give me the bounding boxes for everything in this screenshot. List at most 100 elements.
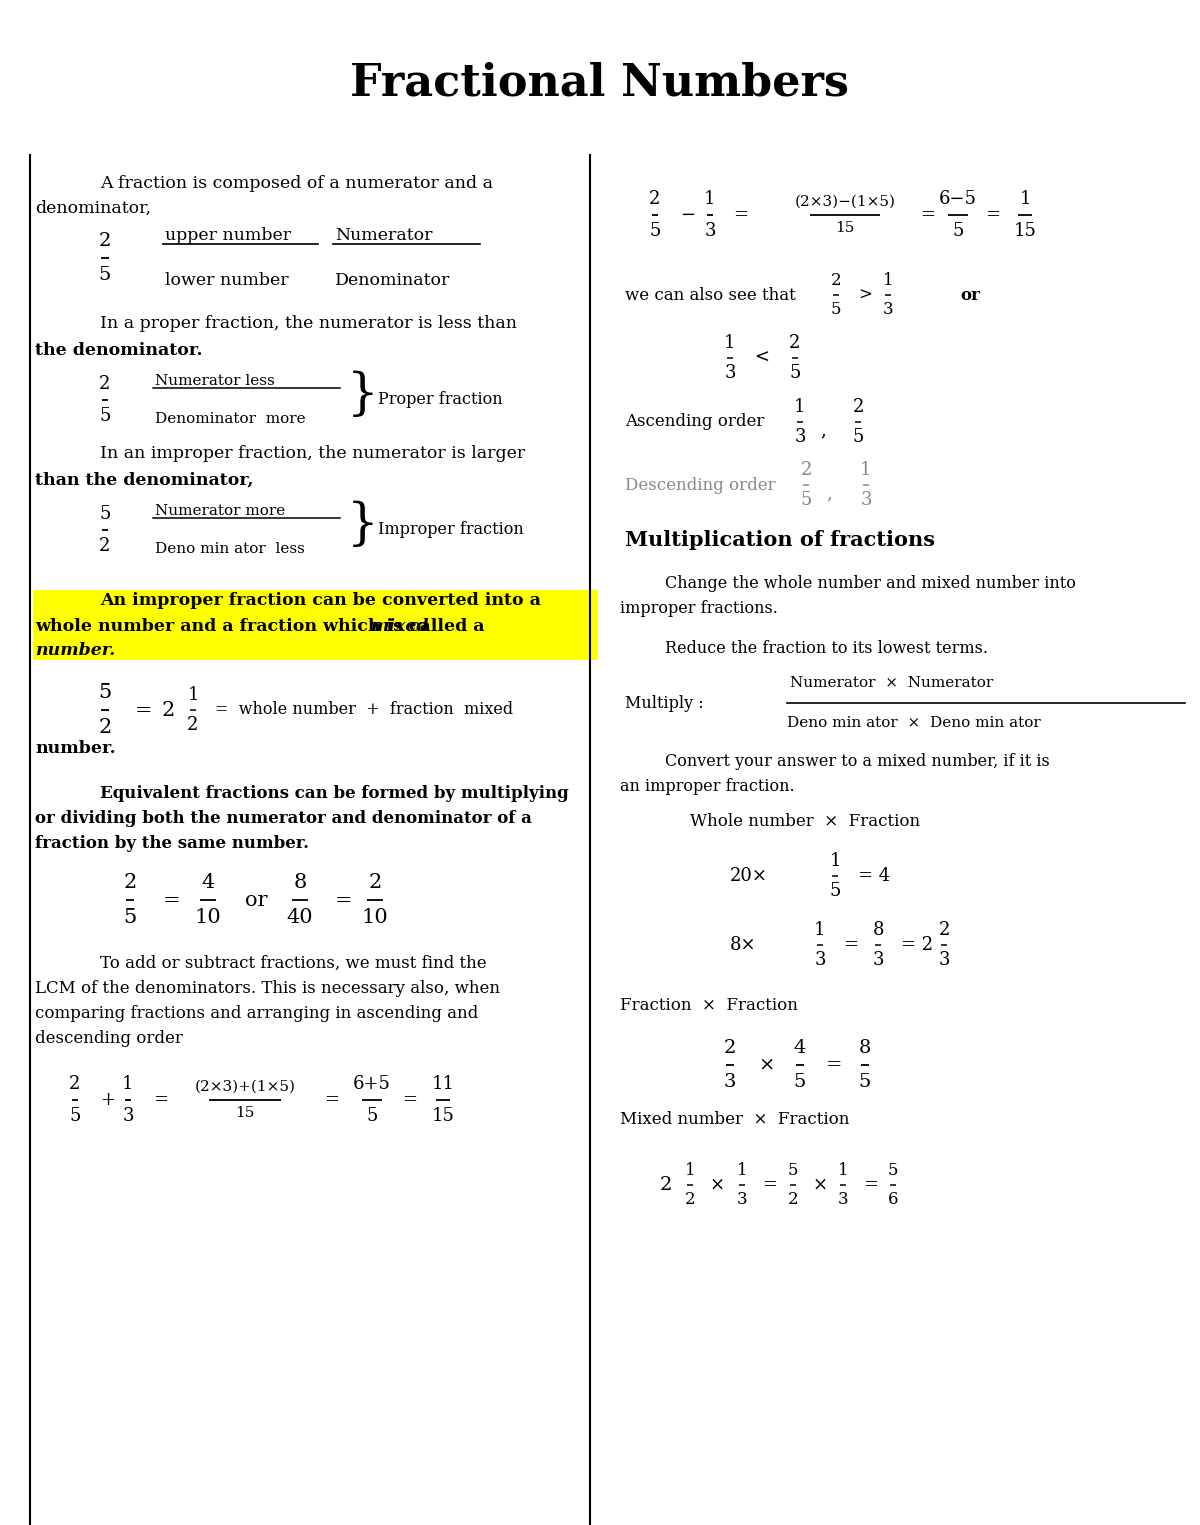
Text: 2: 2 <box>800 461 811 479</box>
Text: whole number and a fraction which is called a: whole number and a fraction which is cal… <box>35 618 491 634</box>
Text: 1: 1 <box>815 921 826 939</box>
Text: A fraction is composed of a numerator and a: A fraction is composed of a numerator an… <box>100 175 493 192</box>
Text: 2: 2 <box>100 537 110 555</box>
Text: 2: 2 <box>98 718 112 737</box>
Text: comparing fractions and arranging in ascending and: comparing fractions and arranging in asc… <box>35 1005 479 1022</box>
Text: 5: 5 <box>100 407 110 425</box>
Text: 1: 1 <box>1019 189 1031 207</box>
Text: Numerator more: Numerator more <box>155 503 286 518</box>
Text: 5: 5 <box>830 300 841 317</box>
Text: =: = <box>154 1090 168 1109</box>
Text: or dividing both the numerator and denominator of a: or dividing both the numerator and denom… <box>35 810 532 827</box>
Text: 15: 15 <box>432 1107 455 1125</box>
Text: 3: 3 <box>815 952 826 970</box>
Text: 1: 1 <box>704 189 715 207</box>
Text: 5: 5 <box>852 429 864 447</box>
Text: 2: 2 <box>852 398 864 416</box>
Text: 2: 2 <box>938 921 949 939</box>
Text: 2: 2 <box>124 872 137 892</box>
Text: =: = <box>163 891 181 909</box>
Text: 2: 2 <box>790 334 800 352</box>
Text: 2: 2 <box>660 1176 672 1194</box>
Text: 5: 5 <box>829 883 841 900</box>
Text: = 4: = 4 <box>858 868 890 884</box>
Text: Deno min ator  less: Deno min ator less <box>155 541 305 557</box>
Text: 1: 1 <box>860 461 871 479</box>
Text: 1: 1 <box>685 1162 695 1179</box>
Text: upper number: upper number <box>166 227 292 244</box>
Text: 5: 5 <box>800 491 811 509</box>
Text: 15: 15 <box>235 1106 254 1119</box>
Text: 1: 1 <box>187 686 199 703</box>
Text: 10: 10 <box>361 909 389 927</box>
Text: 8: 8 <box>859 1040 871 1057</box>
Text: }: } <box>347 371 379 419</box>
Text: ,: , <box>820 421 826 439</box>
Text: =: = <box>733 206 748 224</box>
Text: Mixed number  ×  Fraction: Mixed number × Fraction <box>620 1112 850 1128</box>
Text: 1: 1 <box>838 1162 848 1179</box>
Text: an improper fraction.: an improper fraction. <box>620 778 794 795</box>
Text: 4: 4 <box>202 872 215 892</box>
Text: 1: 1 <box>829 852 841 869</box>
Text: =: = <box>324 1090 340 1109</box>
Text: 5: 5 <box>794 1072 806 1090</box>
Text: denominator,: denominator, <box>35 200 151 217</box>
Text: 3: 3 <box>872 952 883 970</box>
Text: =: = <box>842 936 858 955</box>
Text: =: = <box>402 1090 418 1109</box>
Text: 5: 5 <box>953 223 964 239</box>
Text: Proper fraction: Proper fraction <box>378 392 503 409</box>
Text: 6: 6 <box>888 1191 899 1208</box>
Text: 2: 2 <box>649 189 661 207</box>
Text: =: = <box>134 700 152 720</box>
Text: or: or <box>960 287 980 303</box>
Text: Reduce the fraction to its lowest terms.: Reduce the fraction to its lowest terms. <box>665 640 988 657</box>
Text: 2: 2 <box>368 872 382 892</box>
Text: 3: 3 <box>860 491 871 509</box>
Text: 1: 1 <box>725 334 736 352</box>
Text: Denominator  more: Denominator more <box>155 412 306 425</box>
Text: 1: 1 <box>794 398 805 416</box>
Text: (2×3)+(1×5): (2×3)+(1×5) <box>194 1080 295 1093</box>
Text: 15: 15 <box>1014 223 1037 239</box>
Text: 5: 5 <box>787 1162 798 1179</box>
Text: =: = <box>985 206 1000 224</box>
Text: 1: 1 <box>122 1075 133 1093</box>
Text: or: or <box>245 891 268 909</box>
Text: number.: number. <box>35 740 115 756</box>
Text: Ascending order: Ascending order <box>625 413 764 430</box>
Text: <: < <box>754 349 769 368</box>
Text: Fraction  ×  Fraction: Fraction × Fraction <box>620 996 798 1014</box>
Text: =: = <box>762 1176 778 1194</box>
Text: Equivalent fractions can be formed by multiplying: Equivalent fractions can be formed by mu… <box>100 785 569 802</box>
Text: Numerator: Numerator <box>335 227 432 244</box>
Text: 11: 11 <box>432 1075 455 1093</box>
Text: = 2: = 2 <box>901 936 934 955</box>
Text: 2: 2 <box>685 1191 695 1208</box>
Text: 2: 2 <box>100 375 110 393</box>
Text: 40: 40 <box>287 909 313 927</box>
Text: =: = <box>863 1176 878 1194</box>
Text: ×: × <box>758 1055 774 1074</box>
Text: 4: 4 <box>794 1040 806 1057</box>
Text: Numerator  ×  Numerator: Numerator × Numerator <box>790 676 994 689</box>
Text: ,: , <box>826 483 832 502</box>
Text: Fractional Numbers: Fractional Numbers <box>350 63 850 105</box>
Text: (2×3)−(1×5): (2×3)−(1×5) <box>794 195 895 209</box>
Text: 3: 3 <box>794 429 805 447</box>
Text: 8×: 8× <box>730 936 757 955</box>
Text: 2: 2 <box>787 1191 798 1208</box>
Text: mixed: mixed <box>370 618 428 634</box>
Text: Change the whole number and mixed number into: Change the whole number and mixed number… <box>665 575 1076 592</box>
Text: number.: number. <box>35 642 115 659</box>
Text: 8: 8 <box>293 872 307 892</box>
Text: Denominator: Denominator <box>335 271 450 290</box>
Text: 2: 2 <box>187 717 199 734</box>
Text: In an improper fraction, the numerator is larger: In an improper fraction, the numerator i… <box>100 445 526 462</box>
Text: 5: 5 <box>124 909 137 927</box>
Text: >: > <box>858 287 872 303</box>
Text: 2: 2 <box>70 1075 80 1093</box>
Bar <box>34 590 598 660</box>
Text: =  whole number  +  fraction  mixed: = whole number + fraction mixed <box>215 702 514 718</box>
